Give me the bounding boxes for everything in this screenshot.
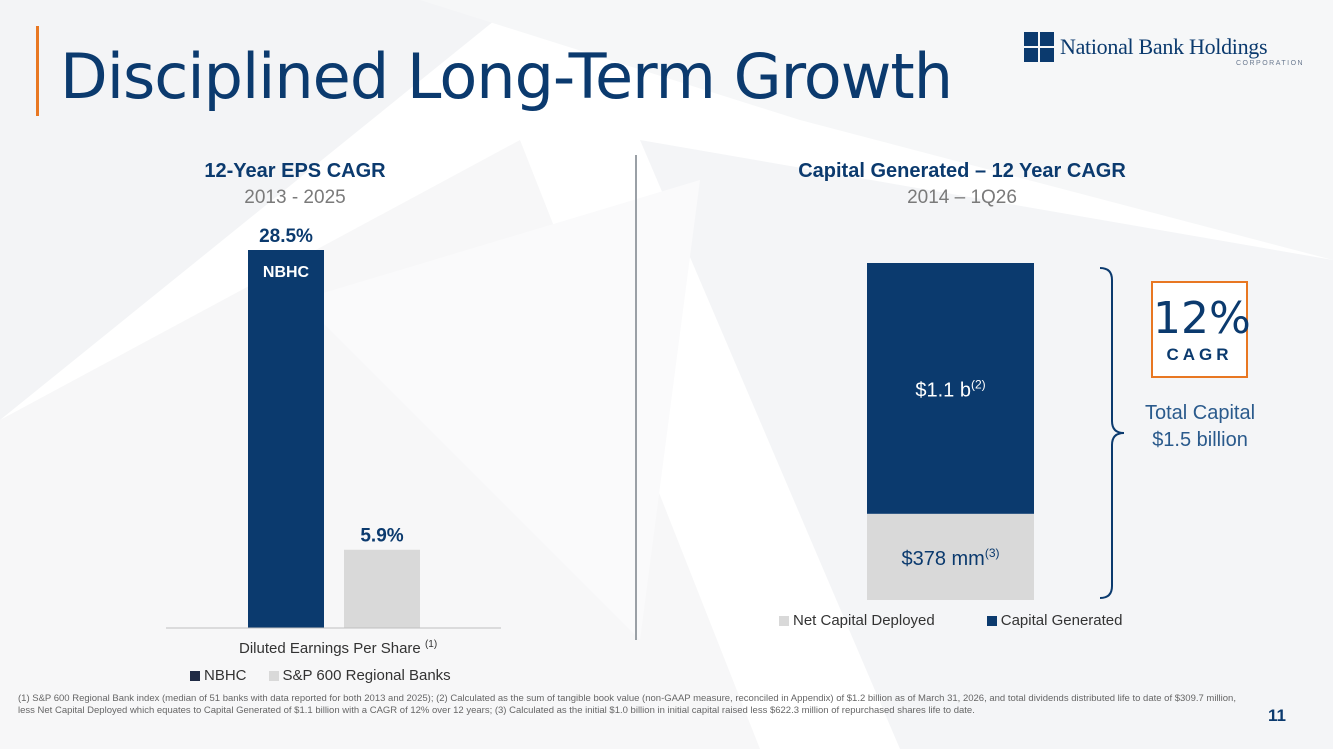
logo-name: National Bank Holdings — [1060, 34, 1268, 59]
legend-swatch-capital-generated — [986, 615, 997, 626]
eps-value-label-sp600: 5.9% — [360, 526, 403, 547]
title-accent-bar — [36, 26, 39, 116]
eps-chart-title: 12-Year EPS CAGR — [204, 160, 386, 182]
legend-swatch-net-capital-deployed — [779, 615, 789, 626]
logo-squares-icon — [1024, 32, 1054, 62]
legend-swatch-nbhc — [190, 670, 200, 681]
eps-bar-inner-label: NBHC — [263, 264, 310, 281]
page-number: 11 — [1268, 706, 1286, 725]
cagr-label: CAGR — [1166, 345, 1233, 364]
eps-legend: NBHC S&P 600 Regional Banks — [190, 667, 451, 684]
capital-legend: Net Capital Deployed Capital Generated — [779, 612, 1123, 629]
legend-label-nbhc: NBHC — [204, 667, 247, 684]
curly-brace — [1099, 267, 1125, 599]
logo-subtitle: CORPORATION — [1236, 60, 1305, 67]
company-logo: National Bank Holdings CORPORATION — [1024, 32, 1303, 72]
capital-segment-footnote-ref: (2) — [971, 377, 986, 391]
eps-bar-nbhc — [248, 250, 324, 628]
eps-axis-footnote-ref: (1) — [424, 639, 438, 650]
panel-divider — [635, 155, 637, 640]
total-capital-text: Total Capital $1.5 billion — [1130, 400, 1270, 454]
eps-axis-caption: Diluted Earnings Per Share (1) — [239, 639, 437, 657]
capital-bar-segment-net-deployed — [867, 513, 1034, 600]
capital-bar-segment-generated — [867, 263, 1034, 514]
cagr-value: 12% — [1153, 293, 1251, 344]
footnote-text: (1) S&P 600 Regional Bank index (median … — [18, 693, 1236, 716]
cagr-callout-box: 12% CAGR — [1151, 281, 1251, 378]
capital-segment-label-net-deployed: $378 mm(3) — [901, 546, 999, 570]
page-title: Disciplined Long-Term Growth — [60, 40, 953, 113]
capital-chart-subtitle: 2014 – 1Q26 — [907, 187, 1017, 208]
total-capital-line2: $1.5 billion — [1152, 429, 1248, 451]
legend-label-sp600: S&P 600 Regional Banks — [282, 667, 451, 684]
legend-label-capital-generated: Capital Generated — [1000, 612, 1123, 629]
eps-axis-label: Diluted Earnings Per Share — [239, 640, 421, 657]
total-capital-line1: Total Capital — [1144, 402, 1256, 424]
capital-segment-footnote-ref: (3) — [985, 546, 1000, 560]
legend-label-net-capital-deployed: Net Capital Deployed — [793, 612, 935, 629]
eps-value-label-nbhc: 28.5% — [259, 226, 313, 247]
eps-bar-sp600 — [344, 549, 420, 628]
legend-swatch-sp600 — [268, 670, 279, 681]
capital-chart-title: Capital Generated – 12 Year CAGR — [798, 160, 1126, 182]
eps-chart-subtitle: 2013 - 2025 — [244, 187, 346, 208]
